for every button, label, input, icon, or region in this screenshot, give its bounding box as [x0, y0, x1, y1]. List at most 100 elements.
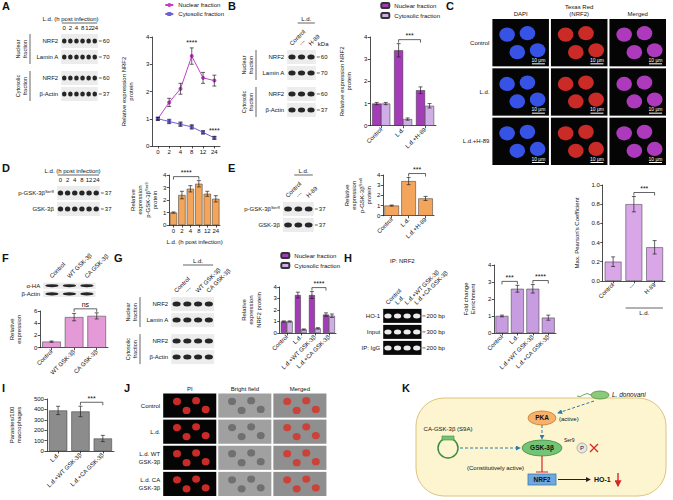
svg-text:GSK-3β: GSK-3β — [139, 459, 161, 465]
svg-text:200: 200 — [34, 427, 45, 433]
svg-text:L.d. (h post infection): L.d. (h post infection) — [43, 16, 99, 22]
svg-text:0.6: 0.6 — [591, 220, 600, 226]
svg-text:4: 4 — [34, 320, 38, 326]
svg-text:Bright field: Bright field — [231, 386, 259, 392]
svg-text:1.0: 1.0 — [591, 182, 600, 188]
svg-text:Control: Control — [36, 349, 54, 367]
svg-text:Cytosolic fraction: Cytosolic fraction — [178, 11, 224, 17]
svg-text:H-89: H-89 — [307, 33, 321, 47]
svg-text:Enrichment: Enrichment — [470, 283, 476, 314]
svg-text:2: 2 — [168, 149, 172, 155]
svg-text:***: *** — [413, 166, 421, 173]
svg-text:Pearson's: Pearson's — [574, 227, 580, 254]
svg-text:L.d.+H-89: L.d.+H-89 — [463, 138, 490, 144]
svg-text:Lamin A: Lamin A — [147, 317, 169, 323]
svg-text:37: 37 — [105, 206, 112, 212]
svg-text:Relative: Relative — [344, 184, 350, 206]
svg-text:protein: protein — [366, 186, 372, 204]
svg-text:PKA: PKA — [535, 414, 549, 421]
svg-text:400: 400 — [34, 406, 45, 412]
svg-text:37: 37 — [105, 190, 112, 196]
svg-text:12: 12 — [200, 149, 207, 155]
svg-text:60: 60 — [321, 54, 328, 60]
svg-text:4: 4 — [273, 284, 277, 290]
svg-text:L.d. (h post infection): L.d. (h post infection) — [45, 168, 101, 174]
svg-text:12: 12 — [85, 25, 92, 31]
svg-text:0: 0 — [59, 177, 63, 183]
svg-text:Merged: Merged — [628, 11, 648, 17]
svg-text:Control: Control — [365, 127, 383, 145]
svg-text:6: 6 — [34, 308, 38, 314]
svg-text:Control: Control — [48, 261, 66, 279]
svg-text:10 μm: 10 μm — [590, 57, 604, 63]
svg-text:L.d.: L.d. — [508, 334, 520, 346]
svg-text:L.d.: L.d. — [292, 334, 304, 346]
svg-text:3: 3 — [364, 56, 368, 62]
svg-text:1: 1 — [273, 318, 277, 324]
svg-text:protein: protein — [152, 191, 158, 209]
svg-text:kDa: kDa — [318, 41, 329, 47]
svg-text:Relative: Relative — [241, 298, 247, 320]
svg-text:10 μm: 10 μm — [649, 57, 663, 63]
svg-text:1: 1 — [488, 313, 492, 319]
svg-text:2: 2 — [34, 332, 38, 338]
svg-text:macrophages: macrophages — [16, 407, 22, 443]
svg-text:24: 24 — [212, 228, 219, 234]
svg-text:NRF2: NRF2 — [43, 38, 59, 44]
svg-text:Control: Control — [271, 334, 289, 352]
svg-text:p-GSK-3β: p-GSK-3β — [359, 186, 365, 213]
svg-text:---: --- — [298, 38, 306, 46]
svg-text:L.d. CA: L.d. CA — [140, 477, 160, 483]
svg-text:****: **** — [535, 273, 546, 280]
svg-text:***: *** — [88, 395, 96, 402]
svg-text:β-Actin: β-Actin — [149, 354, 168, 360]
svg-text:***: *** — [640, 185, 648, 192]
svg-text:I: I — [2, 382, 5, 394]
svg-text:300: 300 — [34, 417, 45, 423]
svg-text:CA GSK-3β: CA GSK-3β — [73, 348, 100, 375]
svg-text:****: **** — [181, 169, 192, 176]
svg-text:1: 1 — [163, 210, 167, 216]
svg-text:L. donovani: L. donovani — [612, 391, 646, 398]
svg-text:4: 4 — [488, 262, 492, 268]
svg-text:K: K — [402, 382, 410, 394]
svg-text:A: A — [2, 0, 10, 12]
svg-text:L.d.+CA GSK-3β: L.d.+CA GSK-3β — [515, 333, 551, 369]
svg-text:L.d.+CA GSK-3β: L.d.+CA GSK-3β — [295, 333, 331, 369]
svg-text:L.d.: L.d. — [298, 168, 308, 174]
svg-text:70: 70 — [321, 70, 328, 76]
svg-text:β-Actin: β-Actin — [265, 107, 284, 113]
svg-text:PI: PI — [187, 386, 193, 392]
svg-text:DAPI: DAPI — [514, 11, 528, 17]
svg-text:L.d.+H-89: L.d.+H-89 — [405, 216, 428, 239]
svg-text:NRF2: NRF2 — [269, 91, 285, 97]
svg-text:Max.: Max. — [574, 255, 580, 268]
svg-text:L.d.+H-89: L.d.+H-89 — [404, 126, 427, 149]
svg-text:2: 2 — [180, 228, 184, 234]
svg-text:Cytosolicfraction: Cytosolicfraction — [125, 338, 138, 361]
svg-text:3: 3 — [377, 182, 381, 188]
svg-text:Parasites/100: Parasites/100 — [9, 406, 15, 443]
svg-text:Nuclear fraction: Nuclear fraction — [394, 3, 436, 9]
svg-text:0: 0 — [146, 143, 150, 149]
svg-text:Control: Control — [384, 288, 402, 306]
svg-text:3: 3 — [273, 295, 277, 301]
svg-text:8: 8 — [81, 25, 85, 31]
svg-text:HO-1: HO-1 — [366, 313, 381, 319]
svg-text:H: H — [344, 252, 352, 264]
svg-text:10 μm: 10 μm — [590, 156, 604, 162]
svg-text:---: --- — [628, 282, 636, 290]
svg-text:0: 0 — [63, 25, 67, 31]
svg-text:4: 4 — [179, 149, 183, 155]
svg-text:Texas Red: Texas Red — [565, 4, 593, 10]
svg-text:β-Actin: β-Actin — [39, 91, 58, 97]
svg-text:2: 2 — [377, 192, 381, 198]
svg-text:L.d.: L.d. — [394, 294, 406, 306]
svg-text:10 μm: 10 μm — [531, 57, 545, 63]
svg-text:60: 60 — [103, 38, 110, 44]
svg-text:Lamin A: Lamin A — [37, 54, 59, 60]
svg-text:Control: Control — [173, 276, 191, 294]
svg-text:10 μm: 10 μm — [649, 106, 663, 112]
svg-text:0: 0 — [172, 228, 176, 234]
svg-text:NRF2: NRF2 — [339, 46, 345, 62]
